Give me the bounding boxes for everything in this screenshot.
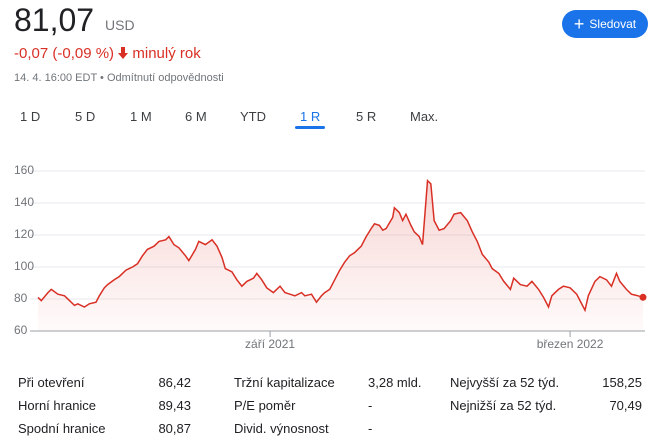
line (37, 178, 644, 313)
range-tab[interactable]: 6 M (185, 109, 207, 124)
plus-icon: + (573, 14, 585, 34)
x-tick-label: březen 2022 (537, 337, 604, 351)
stat-label: Divid. výnosnost (234, 421, 329, 436)
y-tick-label: 140 (14, 195, 34, 209)
stat-value: - (368, 421, 373, 436)
range-tab[interactable]: 1 M (130, 109, 152, 124)
range-tab[interactable]: Max. (410, 109, 439, 124)
disclaimer[interactable]: Odmítnutí odpovědnosti (106, 72, 224, 84)
stat-value: 86,42 (158, 375, 191, 390)
stat-value: 70,49 (609, 398, 642, 413)
stat-label: Nejvyšší za 52 týd. (450, 375, 560, 390)
chart: 60 80 100 120 140 160 září 2021 březen 2022 (14, 163, 647, 351)
y-tick-label: 100 (14, 259, 34, 273)
y-tick-label: 80 (14, 291, 28, 305)
stat-value: 80,87 (158, 421, 191, 436)
change: -0,07 (-0,09 %) minulý rok (14, 45, 201, 62)
stat-value: 3,28 mld. (368, 375, 422, 390)
range-tab[interactable]: 5 R (356, 109, 377, 124)
area (38, 180, 643, 331)
stat-label: Při otevření (18, 375, 85, 390)
change-value: -0,07 (-0,09 %) (14, 45, 115, 62)
stat-label: Nejnižší za 52 týd. (450, 398, 557, 413)
down-arrow (118, 47, 129, 59)
y-tick-label: 120 (14, 227, 34, 241)
range-tab[interactable]: 1 R (300, 109, 321, 124)
active-underline (295, 126, 325, 129)
range-tab[interactable]: 5 D (75, 109, 96, 124)
x-tick-label: září 2021 (245, 337, 295, 351)
follow-label: Sledovat (589, 17, 637, 31)
stat-value: - (368, 398, 373, 413)
stat-label: Horní hranice (18, 398, 97, 413)
y-tick-label: 160 (14, 163, 34, 177)
stat-value: 89,43 (158, 398, 191, 413)
follow-button[interactable]: + Sledovat (562, 10, 648, 38)
period: minulý rok (132, 45, 201, 62)
timestamp: 14. 4. 16:00 EDT (14, 72, 97, 84)
price: 81,07 (14, 2, 95, 38)
currency: USD (105, 17, 135, 33)
range-tab[interactable]: 1 D (20, 109, 41, 124)
timestamp-row: 14. 4. 16:00 EDT • Odmítnutí odpovědnost… (14, 72, 224, 84)
range-tab[interactable]: YTD (240, 109, 266, 124)
end-dot (639, 293, 647, 301)
stat-value: 158,25 (602, 375, 642, 390)
y-tick-label: 60 (14, 323, 28, 337)
stat-label: Tržní kapitalizace (234, 375, 335, 390)
stat-label: P/E poměr (234, 398, 296, 413)
stat-label: Spodní hranice (18, 421, 106, 436)
